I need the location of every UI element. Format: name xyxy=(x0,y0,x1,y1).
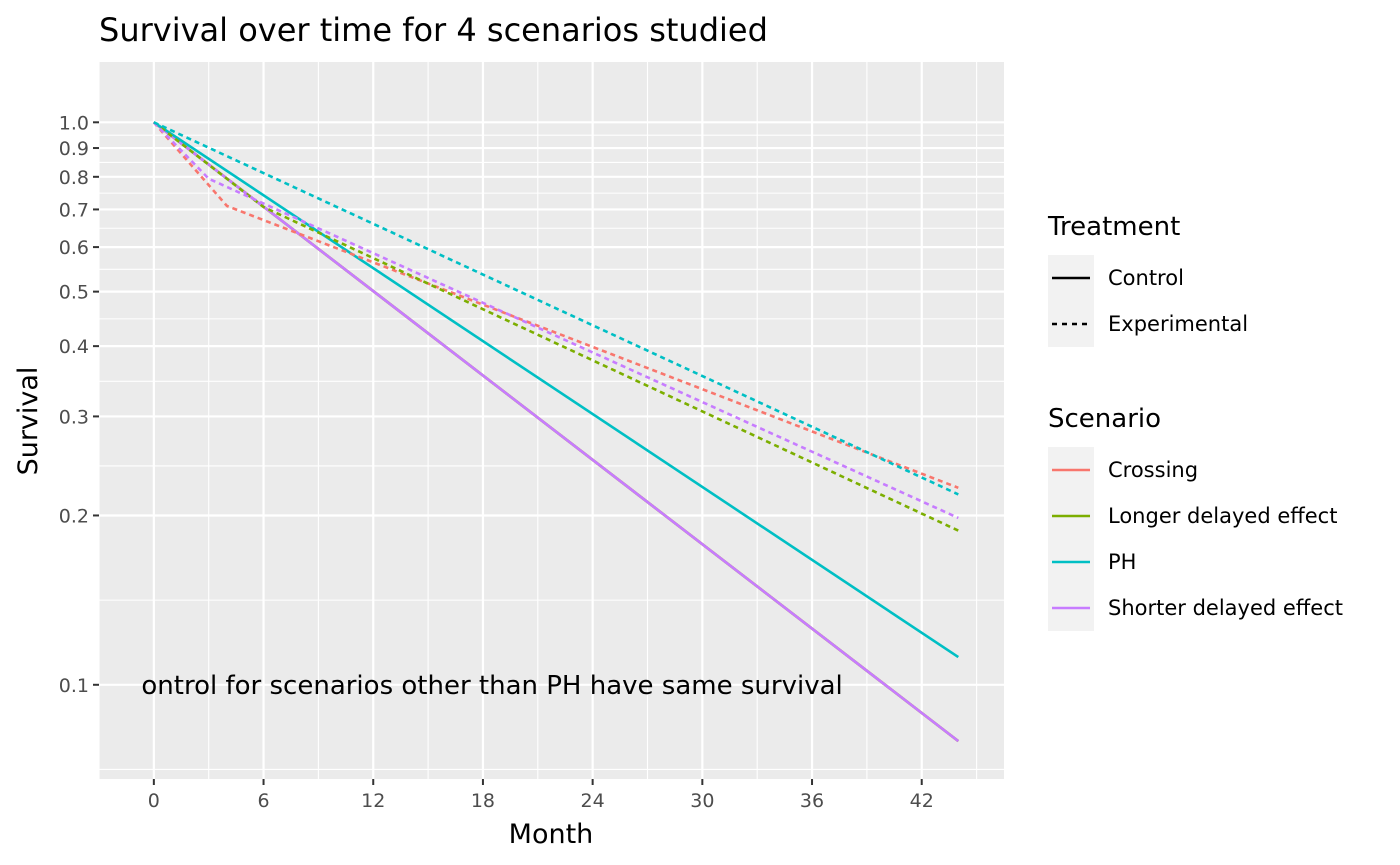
y-tick-label: 0.2 xyxy=(59,505,89,527)
y-tick-label: 0.4 xyxy=(59,336,89,358)
legend-label-crossing: Crossing xyxy=(1108,458,1198,482)
series-layer xyxy=(152,121,960,743)
legend-treatment: Treatment Control Experimental xyxy=(1047,212,1248,347)
series-line-longer-delayed-effect-experimental xyxy=(153,121,959,532)
legend-treatment-title: Treatment xyxy=(1047,212,1180,242)
series-line-ph-experimental xyxy=(153,121,959,496)
legend-label-longer-delayed-effect: Longer delayed effect xyxy=(1108,504,1337,528)
series-line-crossing-experimental xyxy=(152,121,959,490)
y-tick-label: 0.8 xyxy=(59,167,89,189)
x-tick-label: 0 xyxy=(148,790,160,812)
legend-label-experimental: Experimental xyxy=(1108,312,1248,336)
legend-treatment-keys-bg xyxy=(1048,255,1094,347)
grid-major xyxy=(99,62,1004,779)
legend-label-ph: PH xyxy=(1108,550,1136,574)
legend-scenario-title: Scenario xyxy=(1048,404,1161,434)
y-axis-title: Survival xyxy=(13,367,44,476)
x-tick-label: 12 xyxy=(361,790,385,812)
x-tick-label: 30 xyxy=(690,790,714,812)
y-tick-label: 1.0 xyxy=(59,112,89,134)
series-line-ph-control xyxy=(153,121,960,659)
x-axis: 0 6 12 18 24 30 36 42 xyxy=(148,779,934,812)
y-tick-label: 0.7 xyxy=(59,199,89,221)
y-tick-label: 0.6 xyxy=(59,237,89,259)
legend-label-control: Control xyxy=(1108,266,1184,290)
x-tick-label: 36 xyxy=(800,790,824,812)
x-tick-label: 42 xyxy=(910,790,934,812)
x-axis-title: Month xyxy=(509,819,594,850)
y-tick-label: 0.5 xyxy=(59,282,89,304)
plot-annotation: ontrol for scenarios other than PH have … xyxy=(141,671,842,701)
y-tick-label: 0.9 xyxy=(59,138,89,160)
y-tick-label: 0.3 xyxy=(59,406,89,428)
legend-scenario: Scenario Crossing Longer delayed effect … xyxy=(1048,404,1343,631)
chart-title: Survival over time for 4 scenarios studi… xyxy=(99,11,768,49)
legend-label-shorter-delayed-effect: Shorter delayed effect xyxy=(1108,596,1343,620)
series-line-shorter-delayed-effect-control xyxy=(153,121,960,743)
legend-scenario-keys-bg xyxy=(1048,447,1094,631)
x-tick-label: 6 xyxy=(257,790,269,812)
y-axis: 0.1 0.2 0.3 0.4 0.5 0.6 0.7 0.8 0.9 1.0 xyxy=(59,112,99,697)
y-tick-label: 0.1 xyxy=(59,675,89,697)
x-tick-label: 24 xyxy=(581,790,605,812)
grid-minor xyxy=(98,62,1004,779)
x-tick-label: 18 xyxy=(471,790,495,812)
